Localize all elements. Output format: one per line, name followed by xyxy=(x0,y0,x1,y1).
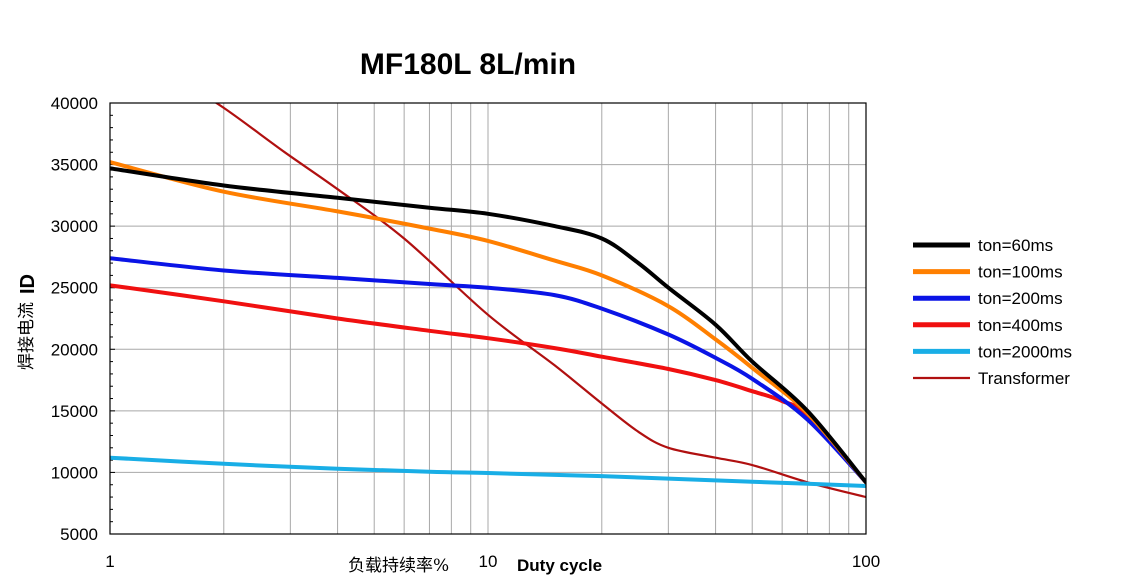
series-line-transformer xyxy=(214,103,866,499)
legend: ton=60ms ton=100ms ton=200ms ton=400ms ton=2… xyxy=(913,236,1072,388)
legend-label: Transformer xyxy=(978,369,1070,388)
y-tick-label: 10000 xyxy=(51,463,98,482)
series-line-ton-200ms xyxy=(110,256,866,485)
x-tick-label: 10 xyxy=(479,552,498,571)
series-group xyxy=(110,103,866,499)
x-axis-label: 负载持续率% xyxy=(348,556,449,576)
series-line-ton-100ms xyxy=(110,160,866,485)
legend-label: ton=60ms xyxy=(978,236,1053,255)
y-tick-label: 5000 xyxy=(60,525,98,544)
legend-label: ton=200ms xyxy=(978,289,1063,308)
legend-label: ton=2000ms xyxy=(978,342,1072,361)
x-tick-label: 1 xyxy=(105,552,114,571)
tick-labels: 40000 35000 30000 25000 20000 15000 10000 5000 1… xyxy=(51,94,880,571)
y-tick-label: 40000 xyxy=(51,94,98,113)
x-tick-label: 100 xyxy=(852,552,880,571)
series-line-ton-2000ms xyxy=(110,455,866,488)
x-axis-label-en: Duty cycle xyxy=(517,556,602,575)
plot-frame xyxy=(109,102,867,535)
y-axis-label: 焊接电流 xyxy=(17,302,37,370)
legend-label: ton=400ms xyxy=(978,316,1063,335)
grid xyxy=(110,102,866,535)
chart-title: MF180L 8L/min xyxy=(360,48,576,81)
plot-area xyxy=(110,103,866,499)
legend-label: ton=100ms xyxy=(978,263,1063,282)
y-tick-label: 20000 xyxy=(51,340,98,359)
series-line-ton-60ms xyxy=(110,166,866,485)
y-tick-label: 25000 xyxy=(51,279,98,298)
y-tick-label: 15000 xyxy=(51,402,98,421)
y-tick-label: 35000 xyxy=(51,156,98,175)
y-tick-label: 30000 xyxy=(51,217,98,236)
y-axis-symbol: ID xyxy=(17,274,39,294)
